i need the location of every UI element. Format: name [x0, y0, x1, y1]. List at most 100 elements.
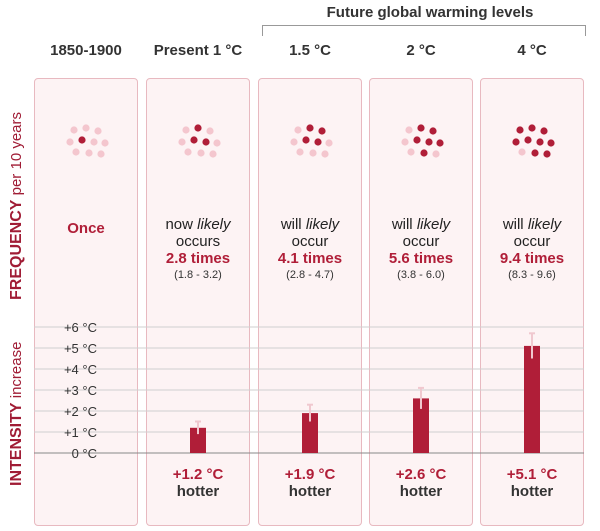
freq-line1: now — [165, 216, 193, 233]
event-dot-highlighted — [531, 149, 539, 157]
event-dot — [518, 148, 526, 156]
event-dot — [209, 150, 217, 158]
y-tick-label: +4 °C — [64, 362, 97, 377]
freq-range: (3.8 - 6.0) — [397, 269, 445, 281]
freq-multiplier: 4.1 times — [277, 250, 343, 267]
event-dot-highlighted — [543, 150, 551, 158]
event-dot — [184, 148, 192, 156]
bar-Present 1 °C — [190, 427, 206, 453]
freq-italic: likely — [305, 216, 340, 233]
frequency-text-2: will likely occur 5.6 times (3.8 - 6.0) — [365, 216, 477, 284]
event-dot-highlighted — [436, 139, 444, 147]
freq-multiplier: 2.8 times — [165, 250, 231, 267]
event-dot-highlighted — [194, 124, 202, 132]
column-title-4: 4 °C — [517, 42, 547, 59]
bar-4 °C — [524, 345, 540, 453]
event-dot — [321, 150, 329, 158]
freq-italic: likely — [197, 216, 231, 233]
event-dot — [82, 124, 90, 132]
event-dot — [401, 138, 409, 146]
event-dot — [66, 138, 74, 146]
frequency-text-4: will likely occur 9.4 times (8.3 - 9.6) — [476, 216, 588, 284]
column-title-2: 2 °C — [406, 42, 436, 59]
future-bracket — [262, 25, 586, 36]
column-title-present: Present 1 °C — [153, 42, 243, 59]
event-dot-highlighted — [524, 136, 532, 144]
future-warming-header: Future global warming levels — [326, 4, 534, 21]
freq-line1: will — [391, 216, 413, 233]
freq-line2: occurs — [175, 233, 221, 250]
event-dot — [309, 149, 317, 157]
event-dot — [325, 139, 333, 147]
freq-italic: likely — [527, 216, 562, 233]
bar-2 °C — [413, 398, 429, 453]
event-dot — [90, 138, 98, 146]
freq-italic: likely — [416, 216, 451, 233]
event-dot-highlighted — [540, 127, 548, 135]
event-dot-highlighted — [318, 127, 326, 135]
column-title-1-5: 1.5 °C — [289, 42, 331, 59]
y-tick-label: +3 °C — [64, 383, 97, 398]
event-dot-highlighted — [302, 136, 310, 144]
freq-range: (1.8 - 3.2) — [174, 269, 222, 281]
freq-range: (2.8 - 4.7) — [286, 269, 334, 281]
event-dot-highlighted — [413, 136, 421, 144]
freq-line2: occur — [513, 233, 551, 250]
hotter-word: hotter — [176, 483, 220, 500]
frequency-text-present: now likely occurs 2.8 times (1.8 - 3.2) — [142, 216, 254, 284]
y-tick-label: 0 °C — [72, 446, 97, 461]
event-dot — [206, 127, 214, 135]
event-dot — [72, 148, 80, 156]
event-dot-highlighted — [547, 139, 555, 147]
frequency-text-1-5: will likely occur 4.1 times (2.8 - 4.7) — [254, 216, 366, 284]
event-dot-highlighted — [306, 124, 314, 132]
event-dot — [70, 126, 78, 134]
event-dot-highlighted — [314, 138, 322, 146]
event-dot-highlighted — [512, 138, 520, 146]
event-dot-highlighted — [425, 138, 433, 146]
event-dot-highlighted — [417, 124, 425, 132]
y-tick-label: +2 °C — [64, 404, 97, 419]
frequency-once: Once — [67, 220, 105, 237]
event-dot — [405, 126, 413, 134]
event-dot-highlighted — [536, 138, 544, 146]
event-dot — [213, 139, 221, 147]
event-dot — [296, 148, 304, 156]
freq-line2: occur — [291, 233, 329, 250]
event-dot-highlighted — [516, 126, 524, 134]
event-dot — [290, 138, 298, 146]
freq-line1: will — [280, 216, 302, 233]
event-dot-highlighted — [202, 138, 210, 146]
event-dot — [85, 149, 93, 157]
freq-range: (8.3 - 9.6) — [508, 269, 556, 281]
hotter-word: hotter — [399, 483, 443, 500]
event-dot-highlighted — [78, 136, 86, 144]
event-dot-highlighted — [429, 127, 437, 135]
event-dot-highlighted — [420, 149, 428, 157]
y-tick-label: +5 °C — [64, 341, 97, 356]
hotter-word: hotter — [510, 483, 554, 500]
event-dot — [294, 126, 302, 134]
hotter-word: hotter — [288, 483, 332, 500]
bar-1.5 °C — [302, 413, 318, 453]
hotter-2: +2.6 °C hotter — [365, 466, 477, 500]
hotter-value: +1.9 °C — [284, 466, 336, 483]
column-title-1850-1900: 1850-1900 — [50, 42, 122, 59]
hotter-value: +1.2 °C — [172, 466, 224, 483]
freq-multiplier: 9.4 times — [499, 250, 565, 267]
event-dot — [182, 126, 190, 134]
event-dot — [432, 150, 440, 158]
event-dot — [178, 138, 186, 146]
event-dot — [197, 149, 205, 157]
hotter-present: +1.2 °C hotter — [142, 466, 254, 500]
y-tick-label: +1 °C — [64, 425, 97, 440]
event-dot-highlighted — [190, 136, 198, 144]
freq-line2: occur — [402, 233, 440, 250]
event-dot — [97, 150, 105, 158]
freq-multiplier: 5.6 times — [388, 250, 454, 267]
y-tick-label: +6 °C — [64, 320, 97, 335]
freq-line1: will — [502, 216, 524, 233]
hotter-1-5: +1.9 °C hotter — [254, 466, 366, 500]
hotter-4: +5.1 °C hotter — [476, 466, 588, 500]
